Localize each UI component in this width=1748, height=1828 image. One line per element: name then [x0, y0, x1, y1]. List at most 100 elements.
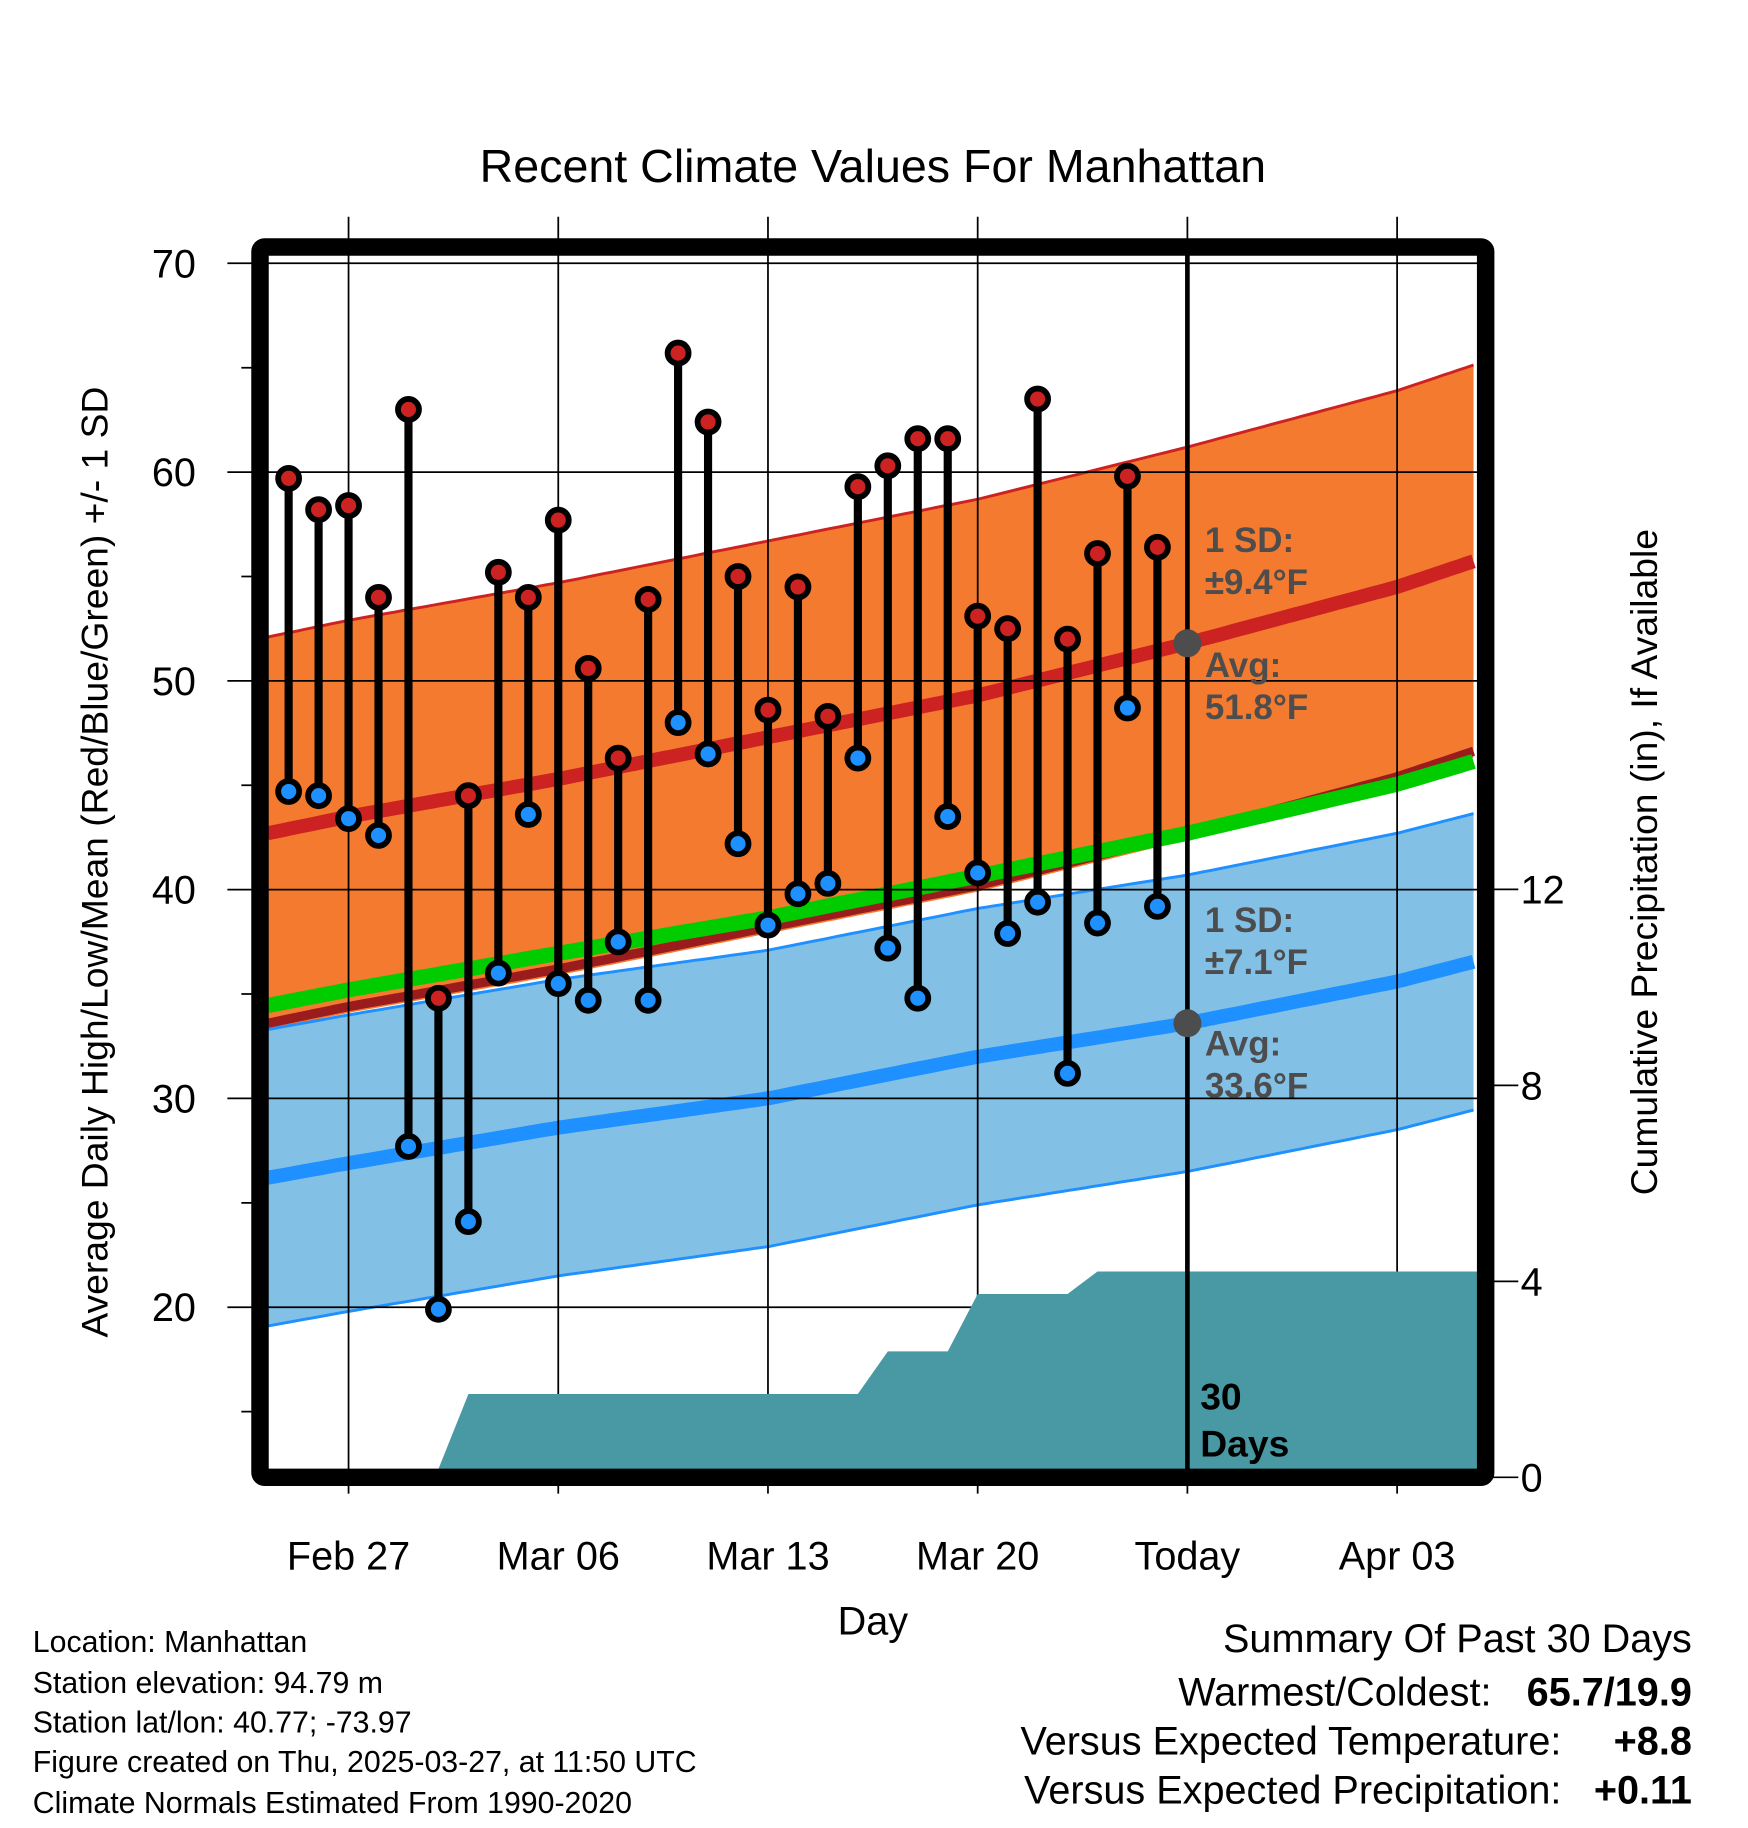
daily-high-point — [1114, 462, 1141, 490]
daily-high-point — [724, 563, 752, 590]
daily-low-point — [904, 984, 932, 1012]
daily-low-point — [694, 740, 722, 768]
daily-high-point — [634, 586, 662, 613]
daily-high-point — [275, 464, 303, 492]
high-band-upper-edge — [267, 363, 1475, 639]
daily-high-point — [1084, 540, 1111, 567]
low-band-lower-edge — [267, 1108, 1474, 1328]
y-axis-label: Average Daily High/Low/Mean (Red/Blue/Gr… — [73, 387, 115, 1338]
summary-warm-cold-label: Warmest/Coldest: — [1178, 1671, 1491, 1715]
daily-low-point — [574, 986, 602, 1014]
daily-low-point — [844, 744, 872, 772]
summary-temp-label: Versus Expected Temperature: — [1020, 1720, 1561, 1764]
daily-high-point — [784, 573, 812, 601]
low-sd-band — [267, 813, 1474, 1326]
daily-high-point — [365, 583, 392, 611]
daily-high-point — [604, 744, 632, 772]
daily-high-point — [335, 492, 362, 519]
low-avg-value: 33.6°F — [1205, 1066, 1308, 1105]
summary-precip-label: Versus Expected Precipitation: — [1024, 1769, 1561, 1813]
high-sd-label: 1 SD: — [1205, 521, 1294, 560]
high-avg-label: Avg: — [1205, 646, 1281, 685]
daily-high-point — [904, 425, 932, 453]
daily-low-point — [634, 986, 662, 1014]
daily-high-point — [1024, 385, 1052, 413]
daily-high-point — [425, 984, 452, 1012]
chart-title: Recent Climate Values For Manhattan — [480, 140, 1266, 192]
days-word: Days — [1200, 1422, 1289, 1464]
daily-low-point — [934, 803, 962, 830]
daily-high-point — [874, 452, 902, 480]
x-tick-label: Mar 06 — [497, 1534, 620, 1578]
footer-latlon: Station lat/lon: 40.77; -73.97 — [33, 1706, 412, 1739]
y-right-tick-label: 0 — [1521, 1456, 1543, 1500]
y-tick-label: 40 — [152, 869, 196, 913]
daily-low-point — [604, 928, 632, 956]
daily-low-point — [814, 869, 842, 897]
today-low-normal-marker — [1173, 1009, 1202, 1038]
daily-low-point — [1114, 694, 1141, 722]
precip-cumulative-area — [268, 1271, 1478, 1470]
y-tick-label: 50 — [152, 660, 196, 704]
daily-high-point — [454, 782, 482, 810]
footer-info: Location: Manhattan Station elevation: 9… — [33, 1626, 697, 1820]
y-tick-label: 30 — [152, 1077, 196, 1121]
daily-high-point — [514, 583, 542, 611]
x-tick-label: Feb 27 — [287, 1534, 410, 1578]
daily-high-point — [694, 408, 722, 436]
daily-high-point — [574, 654, 602, 682]
daily-high-point — [844, 473, 872, 501]
daily-high-point — [814, 702, 842, 730]
daily-low-point — [874, 934, 902, 962]
summary-title: Summary Of Past 30 Days — [1223, 1617, 1692, 1661]
daily-high-point — [1144, 533, 1171, 561]
x-tick-label: Apr 03 — [1339, 1534, 1456, 1578]
daily-low-point — [425, 1295, 452, 1323]
daily-low-point — [544, 970, 572, 997]
summary-panel: Summary Of Past 30 Days Warmest/Coldest:… — [1020, 1617, 1691, 1812]
high-sd-value: ±9.4°F — [1205, 563, 1308, 602]
low-sd-value: ±7.1°F — [1205, 943, 1308, 982]
y-tick-label: 20 — [152, 1286, 196, 1330]
daily-high-point — [754, 696, 782, 724]
y-right-tick-label: 4 — [1521, 1260, 1543, 1304]
daily-high-point — [994, 615, 1022, 643]
today-high-normal-marker — [1173, 629, 1202, 658]
footer-elevation: Station elevation: 94.79 m — [33, 1667, 383, 1700]
daily-low-point — [724, 830, 752, 858]
footer-normals: Climate Normals Estimated From 1990-2020 — [33, 1787, 632, 1820]
daily-low-point — [1054, 1059, 1081, 1087]
daily-low-point — [395, 1133, 422, 1160]
high-sd-band — [267, 365, 1474, 1030]
plot-frame — [251, 238, 1495, 1487]
x-tick-label: Mar 20 — [916, 1534, 1039, 1578]
daily-low-point — [514, 801, 542, 828]
footer-created: Figure created on Thu, 2025-03-27, at 11… — [33, 1746, 697, 1779]
y-right-tick-label: 12 — [1521, 868, 1565, 912]
daily-low-point — [484, 959, 512, 987]
daily-high-point — [664, 339, 692, 367]
daily-low-point — [1144, 892, 1171, 920]
summary-warm-cold-value: 65.7/19.9 — [1527, 1671, 1692, 1715]
y-tick-label: 60 — [152, 451, 196, 495]
daily-high-point — [305, 496, 332, 524]
y-right-tick-label: 8 — [1521, 1064, 1543, 1108]
x-axis-label: Day — [838, 1600, 909, 1644]
days-count: 30 — [1200, 1376, 1241, 1418]
daily-low-point — [964, 859, 992, 887]
daily-high-point — [934, 425, 962, 453]
daily-high-point — [544, 506, 572, 534]
daily-low-point — [275, 778, 303, 805]
low-avg-label: Avg: — [1205, 1025, 1281, 1064]
footer-location: Location: Manhattan — [33, 1626, 307, 1659]
daily-low-point — [454, 1208, 482, 1236]
summary-precip-value: +0.11 — [1594, 1769, 1692, 1813]
y-axis-right-label: Cumulative Precipitation (in), If Availa… — [1623, 529, 1665, 1195]
x-tick-label: Mar 13 — [706, 1534, 829, 1578]
daily-low-point — [784, 880, 812, 908]
daily-low-point — [305, 782, 332, 810]
x-tick-label: Today — [1135, 1534, 1241, 1578]
daily-low-point — [365, 821, 392, 849]
daily-high-point — [964, 602, 992, 630]
